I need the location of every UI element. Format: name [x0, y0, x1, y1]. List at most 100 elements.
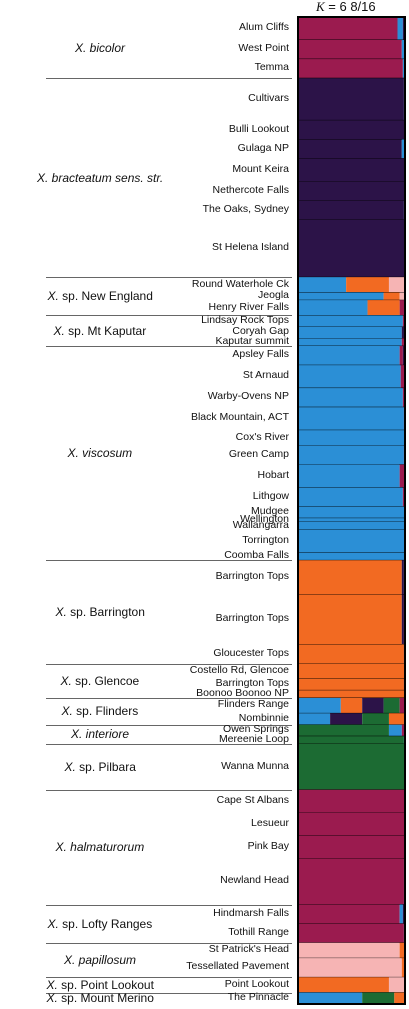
- bar-segment-magenta: [402, 388, 405, 408]
- bar-segment-purple: [298, 139, 402, 159]
- group-separator: [46, 904, 292, 906]
- species-genus: X.: [46, 991, 58, 1006]
- bar-segment-orange: [298, 644, 404, 664]
- species-label: X. sp. Lofty Ranges: [48, 918, 153, 930]
- bar-segment-blue: [298, 326, 402, 339]
- population-label: Green Camp: [228, 447, 289, 460]
- bar-segment-blue: [298, 292, 384, 301]
- bar-segment-pink: [298, 942, 400, 959]
- bar-segment-purple: [401, 594, 404, 645]
- bar-segment-pink: [399, 292, 405, 301]
- population-label: Round Waterhole Ck: [191, 277, 289, 290]
- population-label: Gloucester Tops: [213, 646, 289, 659]
- population-label: Wellington: [240, 512, 289, 525]
- bar-segment-magenta: [298, 858, 404, 905]
- species-name: X. bracteatum sens. str.: [37, 170, 164, 185]
- population-label: Coryah Gap: [232, 325, 289, 338]
- species-epithet: sp. Mount Merino: [57, 991, 154, 1006]
- bar-segment-blue: [298, 388, 403, 408]
- bar-segment-orange: [298, 594, 402, 645]
- bar-segment-magenta: [399, 346, 403, 366]
- k-value: = 6 8/16: [324, 0, 376, 14]
- species-epithet: sp. Glencoe: [71, 673, 140, 688]
- bar-segment-blue: [298, 713, 331, 725]
- bar-segment-purple: [402, 346, 405, 366]
- bar-segment-blue: [298, 365, 401, 389]
- bar-segment-blue: [298, 487, 403, 507]
- bar-segment-purple: [401, 560, 404, 595]
- bar-segment-purple: [402, 904, 405, 924]
- population-label: Warby-Ovens NP: [207, 390, 289, 403]
- species-epithet: sp. Barrington: [66, 604, 145, 619]
- population-label: Cox's River: [235, 430, 289, 443]
- population-label: Wanna Munna: [221, 759, 289, 772]
- population-label: Barrington Tops: [215, 570, 289, 583]
- bar-segment-purple: [330, 713, 363, 725]
- population-label: Lithgow: [252, 489, 289, 502]
- species-epithet: sp. New England: [58, 289, 153, 304]
- bar-segment-magenta: [399, 697, 405, 714]
- bar-segment-magenta: [401, 724, 405, 737]
- species-label: X. sp. Mount Merino: [47, 992, 154, 1004]
- population-label: Barrington Tops: [215, 677, 289, 690]
- group-separator: [46, 663, 292, 665]
- species-label: X. sp. Pilbara: [65, 761, 136, 773]
- bar-segment-magenta: [399, 464, 405, 488]
- bar-segment-blue: [298, 346, 400, 366]
- bar-segment-orange: [388, 713, 405, 725]
- bar-segment-purple: [298, 181, 405, 201]
- bar-segment-purple: [402, 17, 405, 40]
- population-label: Tothill Range: [228, 926, 289, 938]
- population-label: Nombinnie: [238, 711, 289, 724]
- bar-segment-green: [362, 713, 389, 725]
- bar-segment-blue: [298, 529, 405, 553]
- group-separator: [46, 992, 292, 994]
- bar-segment-purple: [298, 120, 405, 140]
- species-name: X. interiore: [71, 727, 130, 742]
- bar-segment-blue: [298, 338, 402, 346]
- species-name: X. papillosum: [64, 953, 137, 967]
- species-genus: X.: [47, 916, 59, 931]
- bar-segment-pink: [388, 277, 405, 293]
- population-label: Flinders Range: [217, 698, 289, 711]
- species-label: X. sp. Mt Kaputar: [54, 325, 147, 337]
- bar-segment-blue: [401, 39, 405, 60]
- bar-segment-blue: [298, 697, 341, 714]
- bar-segment-orange: [401, 958, 405, 978]
- bar-segment-purple: [401, 326, 405, 339]
- species-genus: X.: [55, 604, 67, 619]
- bar-segment-blue: [298, 315, 403, 327]
- population-label: Henry River Falls: [208, 300, 289, 313]
- population-label: Mudgee: [251, 505, 289, 518]
- group-separator: [46, 698, 292, 699]
- population-label: Temma: [254, 61, 289, 74]
- group-separator: [46, 315, 292, 317]
- group-separator: [46, 977, 292, 979]
- bar-segment-orange: [399, 942, 405, 959]
- bar-segment-orange: [346, 277, 389, 293]
- bar-segment-magenta: [298, 904, 400, 924]
- population-label: Black Mountain, ACT: [190, 411, 289, 424]
- population-label: Costello Rd, Glencoe: [189, 663, 289, 676]
- bar-segment-blue: [388, 724, 402, 737]
- bar-segment-orange: [298, 560, 402, 595]
- bar-segment-blue: [298, 407, 404, 431]
- population-label: Barrington Tops: [215, 612, 289, 625]
- bar-segment-magenta: [298, 812, 405, 836]
- bar-segment-blue: [298, 552, 405, 561]
- species-genus: X.: [60, 673, 72, 688]
- species-genus: X.: [53, 323, 65, 338]
- species-label: X. sp. Flinders: [62, 705, 139, 717]
- bar-segment-blue: [298, 992, 363, 1004]
- population-label: Mount Keira: [232, 162, 289, 175]
- population-label: Boonoo Boonoo NP: [196, 686, 289, 699]
- group-separator: [46, 724, 292, 726]
- population-label: Coomba Falls: [224, 549, 289, 562]
- bar-segment-purple: [298, 78, 404, 121]
- species-label: X. bracteatum sens. str.: [37, 172, 163, 184]
- bar-segment-purple: [298, 158, 405, 182]
- group-separator: [46, 560, 292, 562]
- bar-segment-blue: [298, 277, 347, 293]
- species-label: X. bicolor: [75, 42, 125, 54]
